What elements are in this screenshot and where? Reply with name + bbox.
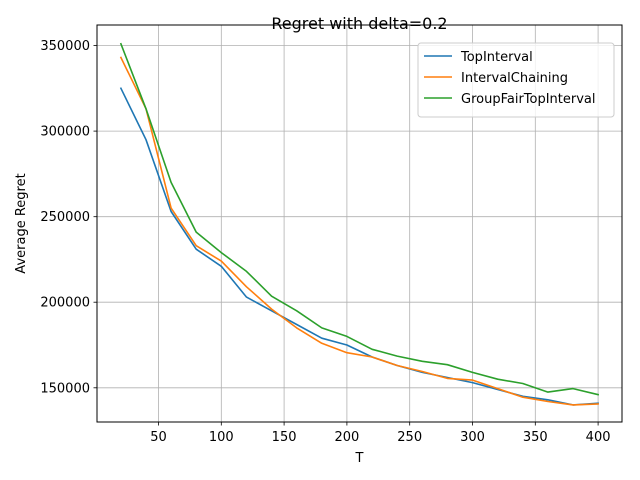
series-lines (119, 42, 600, 406)
x-tick-label: 50 (150, 430, 167, 445)
legend: TopInterval IntervalChaining GroupFairTopI… (417, 42, 615, 118)
y-tick-label: 150000 (40, 381, 90, 396)
legend-box (417, 42, 615, 118)
y-tick-label: 350000 (40, 39, 90, 54)
x-tick-label: 150 (272, 430, 297, 445)
series-line-2 (119, 42, 600, 396)
legend-label-0: TopInterval (460, 50, 533, 65)
axis-ticks: 50 100 150 200 250 300 350 400 150000 200000 25000… (40, 39, 610, 445)
x-tick-label: 200 (334, 430, 359, 445)
x-axis-title: T (355, 451, 364, 466)
x-tick-label: 300 (460, 430, 485, 445)
x-tick-label: 100 (209, 430, 234, 445)
x-tick-label: 350 (523, 430, 548, 445)
legend-label-2: GroupFairTopInterval (461, 92, 596, 107)
x-tick-label: 400 (586, 430, 611, 445)
chart-title: Regret with delta=0.2 (271, 14, 447, 33)
y-tick-label: 250000 (40, 210, 90, 225)
y-tick-label: 200000 (40, 296, 90, 311)
legend-label-1: IntervalChaining (461, 71, 568, 86)
plot-frame (96, 24, 623, 423)
series-line-1 (119, 56, 599, 406)
y-axis-title: Average Regret (14, 173, 29, 273)
y-tick-label: 300000 (40, 125, 90, 140)
x-tick-label: 250 (397, 430, 422, 445)
